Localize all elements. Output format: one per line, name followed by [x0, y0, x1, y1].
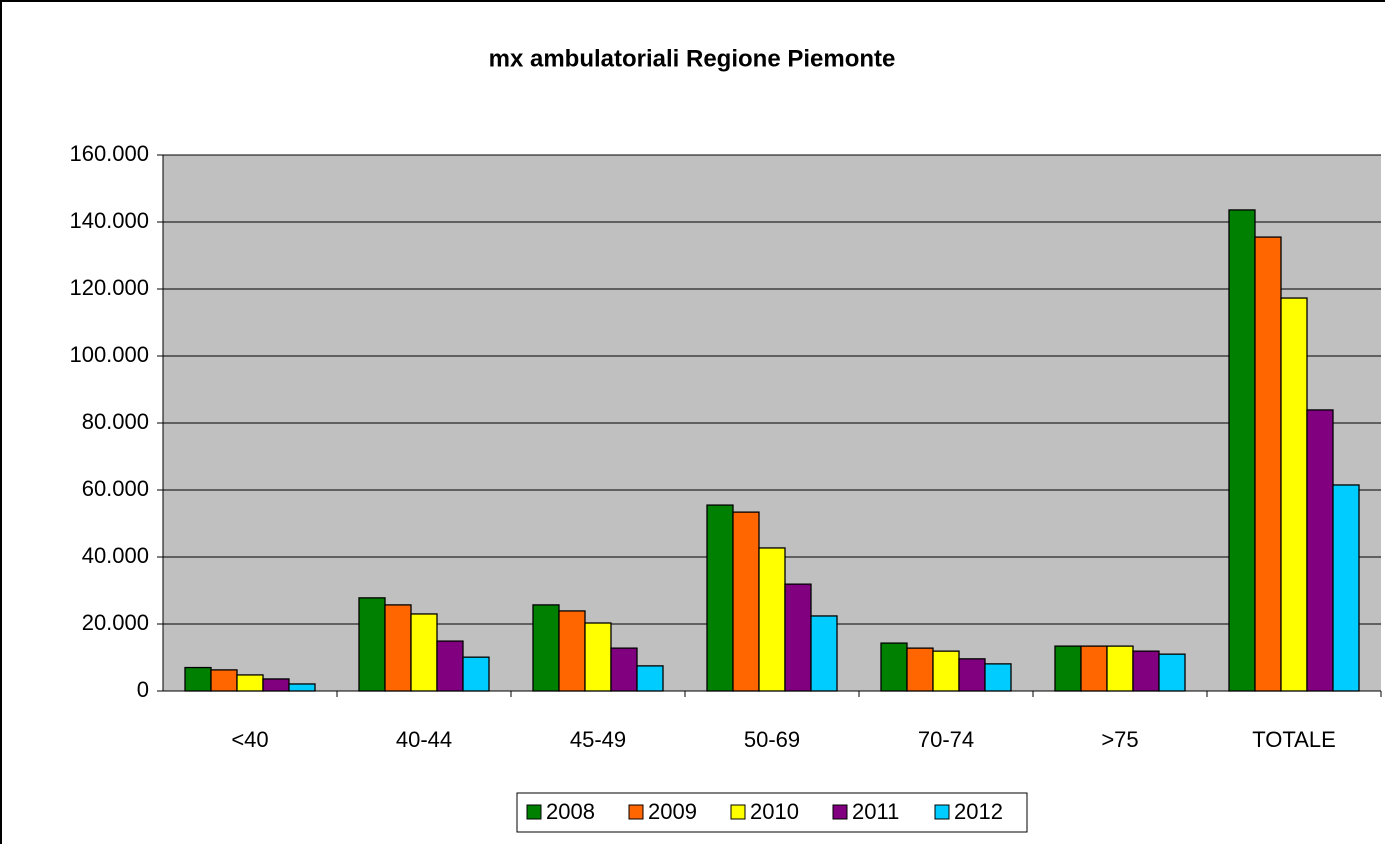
x-tick-label: 50-69 [744, 727, 800, 752]
bar [236, 674, 264, 692]
y-tick-label: 100.000 [69, 342, 149, 367]
x-tick-label: 70-74 [918, 727, 974, 752]
bar [462, 656, 490, 692]
bar [384, 604, 412, 692]
legend-label: 2008 [546, 799, 595, 824]
bar [906, 647, 934, 692]
bar [1132, 650, 1160, 692]
y-tick-label: 120.000 [69, 275, 149, 300]
bar [1280, 297, 1308, 692]
bar [358, 597, 386, 692]
chart-title: mx ambulatoriali Regione Piemonte [489, 45, 896, 72]
bar [1158, 653, 1186, 692]
bar [410, 613, 438, 692]
bar [1254, 236, 1282, 692]
bar [932, 650, 960, 692]
legend-swatch [628, 804, 644, 820]
legend-swatch [730, 804, 746, 820]
bar [810, 615, 838, 692]
y-tick-label: 40.000 [82, 543, 149, 568]
bar [184, 666, 212, 692]
bar [732, 511, 760, 692]
bar [1228, 209, 1256, 692]
bar [558, 610, 586, 692]
bar [532, 604, 560, 692]
bar [984, 663, 1012, 692]
bar [880, 642, 908, 692]
y-tick-label: 60.000 [82, 476, 149, 501]
legend-label: 2009 [648, 799, 697, 824]
y-tick-label: 140.000 [69, 208, 149, 233]
x-tick-label: >75 [1101, 727, 1138, 752]
bar [610, 647, 638, 692]
bar [1306, 409, 1334, 692]
bar [1080, 645, 1108, 692]
bar [210, 669, 238, 692]
x-tick-label: 40-44 [396, 727, 452, 752]
bar [706, 504, 734, 692]
bar [784, 583, 812, 692]
legend-swatch [934, 804, 950, 820]
y-tick-label: 160.000 [69, 141, 149, 166]
bar [958, 658, 986, 692]
y-tick-label: 20.000 [82, 610, 149, 635]
x-tick-label: 45-49 [570, 727, 626, 752]
bar [584, 622, 612, 692]
bar [636, 665, 664, 692]
x-tick-label: TOTALE [1252, 727, 1336, 752]
bar [1332, 484, 1360, 692]
y-tick-label: 0 [137, 677, 149, 702]
legend-swatch [526, 804, 542, 820]
bar [288, 683, 316, 692]
bar [436, 640, 464, 692]
legend-label: 2012 [954, 799, 1003, 824]
bar [758, 547, 786, 692]
legend-label: 2010 [750, 799, 799, 824]
legend-label: 2011 [852, 799, 899, 824]
bar [1054, 645, 1082, 692]
x-tick-label: <40 [231, 727, 268, 752]
bar [262, 678, 290, 692]
bar [1106, 645, 1134, 692]
y-tick-label: 80.000 [82, 409, 149, 434]
legend-swatch [832, 804, 848, 820]
